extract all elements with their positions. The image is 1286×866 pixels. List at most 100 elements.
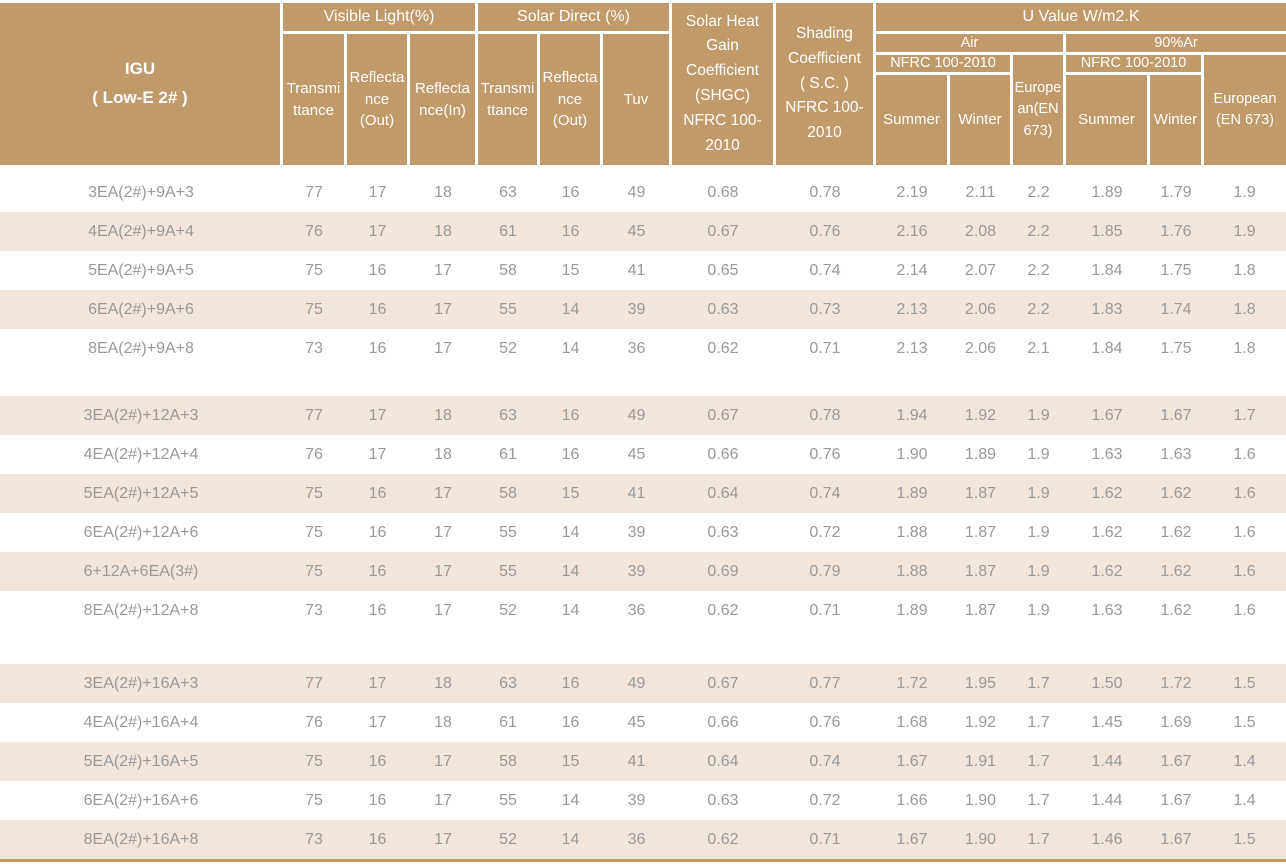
value-cell: 58 xyxy=(499,261,517,279)
value-cell: 2.11 xyxy=(965,183,996,201)
table-row: 4EA(2#)+12A+4 76 17 18 61 16 45 0.66 0.76 1.90 1.… xyxy=(0,435,1286,474)
value-cell: 1.67 xyxy=(1160,791,1192,809)
value-cell: 2.07 xyxy=(964,261,997,279)
value-cell: 0.68 xyxy=(707,183,739,201)
value-cell: 0.78 xyxy=(809,406,841,424)
value-cell: 18 xyxy=(434,406,452,424)
igu-config-label: 6EA(2#)+12A+6 xyxy=(83,523,199,541)
value-cell: 17 xyxy=(434,562,452,580)
value-cell: 16 xyxy=(368,523,387,541)
value-cell: 1.6 xyxy=(1233,523,1256,541)
value-cell: 17 xyxy=(434,791,452,809)
value-cell: 16 xyxy=(561,406,580,424)
value-cell: 1.9 xyxy=(1027,484,1050,502)
value-cell: 18 xyxy=(434,183,452,201)
table-header: IGU ( Low-E 2# ) Visible Light(%) Solar … xyxy=(0,3,1286,165)
value-cell: 2.14 xyxy=(896,261,928,279)
value-cell: 16 xyxy=(368,300,387,318)
value-cell: 1.7 xyxy=(1027,791,1050,809)
value-cell: 1.9 xyxy=(1233,222,1256,240)
value-cell: 0.63 xyxy=(707,523,739,541)
value-cell: 75 xyxy=(305,752,323,770)
value-cell: 75 xyxy=(305,791,323,809)
header-u-value: U Value W/m2.K xyxy=(876,3,1286,31)
value-cell: 0.62 xyxy=(707,601,739,619)
igu-config-label: 5EA(2#)+9A+5 xyxy=(88,261,194,279)
value-cell: 41 xyxy=(627,752,646,770)
value-cell: 1.88 xyxy=(896,523,928,541)
value-cell: 14 xyxy=(561,300,580,318)
table-row: 6EA(2#)+12A+6 75 16 17 55 14 39 0.63 0.72 1.88 1.… xyxy=(0,513,1286,552)
value-cell: 0.78 xyxy=(809,183,841,201)
value-cell: 63 xyxy=(499,183,517,201)
igu-config-label: 6EA(2#)+16A+6 xyxy=(83,791,199,809)
value-cell: 1.7 xyxy=(1027,674,1050,692)
value-cell: 61 xyxy=(499,445,517,463)
value-cell: 1.87 xyxy=(964,484,997,502)
value-cell: 0.69 xyxy=(707,562,739,580)
value-cell: 63 xyxy=(499,406,517,424)
table-bottom-border xyxy=(0,859,1286,862)
value-cell: 15 xyxy=(561,261,580,279)
value-cell: 1.6 xyxy=(1233,562,1256,580)
value-cell: 16 xyxy=(368,261,387,279)
table-row: 3EA(2#)+12A+3 77 17 18 63 16 49 0.67 0.78 1.94 1.… xyxy=(0,396,1286,435)
value-cell: 1.62 xyxy=(1091,523,1123,541)
table-row: 6EA(2#)+16A+6 75 16 17 55 14 39 0.63 0.72 1.66 1.… xyxy=(0,781,1286,820)
value-cell: 45 xyxy=(627,713,646,731)
value-cell: 1.50 xyxy=(1091,674,1123,692)
value-cell: 1.74 xyxy=(1160,300,1192,318)
value-cell: 1.90 xyxy=(964,791,997,809)
value-cell: 1.62 xyxy=(1160,523,1192,541)
value-cell: 0.67 xyxy=(707,406,739,424)
table-row: 3EA(2#)+16A+3 77 17 18 63 16 49 0.67 0.77 1.72 1.… xyxy=(0,664,1286,703)
header-winter-argon: Winter xyxy=(1150,75,1201,165)
header-nfrc-argon: NFRC 100-2010 xyxy=(1066,55,1201,72)
value-cell: 1.90 xyxy=(896,445,928,463)
group-spacer xyxy=(0,630,1286,664)
table-row: 4EA(2#)+16A+4 76 17 18 61 16 45 0.66 0.76 1.68 1.… xyxy=(0,703,1286,742)
value-cell: 52 xyxy=(499,601,517,619)
value-cell: 1.7 xyxy=(1027,752,1050,770)
value-cell: 16 xyxy=(368,562,387,580)
value-cell: 1.4 xyxy=(1233,791,1256,809)
igu-config-label: 8EA(2#)+9A+8 xyxy=(88,339,194,357)
table-row: 8EA(2#)+9A+8 73 16 17 52 14 36 0.62 0.71 2.13 2.0… xyxy=(0,329,1286,368)
value-cell: 0.63 xyxy=(707,791,739,809)
value-cell: 0.67 xyxy=(707,222,739,240)
value-cell: 1.89 xyxy=(1091,183,1123,201)
value-cell: 1.5 xyxy=(1233,713,1256,731)
value-cell: 55 xyxy=(499,523,517,541)
value-cell: 0.63 xyxy=(707,300,739,318)
value-cell: 0.71 xyxy=(809,830,841,848)
value-cell: 1.75 xyxy=(1160,339,1192,357)
value-cell: 73 xyxy=(305,339,323,357)
value-cell: 0.66 xyxy=(707,713,739,731)
value-cell: 14 xyxy=(561,339,580,357)
igu-config-label: 8EA(2#)+16A+8 xyxy=(83,830,199,848)
value-cell: 1.69 xyxy=(1160,713,1192,731)
value-cell: 1.90 xyxy=(964,830,997,848)
value-cell: 2.19 xyxy=(896,183,928,201)
value-cell: 0.72 xyxy=(809,791,841,809)
value-cell: 55 xyxy=(499,300,517,318)
igu-config-label: 6+12A+6EA(3#) xyxy=(83,562,199,580)
value-cell: 17 xyxy=(434,261,452,279)
value-cell: 76 xyxy=(305,445,323,463)
value-cell: 16 xyxy=(368,484,387,502)
value-cell: 49 xyxy=(627,183,646,201)
value-cell: 1.8 xyxy=(1233,300,1256,318)
value-cell: 1.46 xyxy=(1091,830,1123,848)
value-cell: 0.76 xyxy=(809,445,841,463)
igu-config-label: 4EA(2#)+9A+4 xyxy=(88,222,194,240)
value-cell: 16 xyxy=(561,713,580,731)
value-cell: 18 xyxy=(434,445,452,463)
value-cell: 75 xyxy=(305,523,323,541)
value-cell: 1.67 xyxy=(1160,752,1192,770)
value-cell: 2.06 xyxy=(964,300,997,318)
value-cell: 1.75 xyxy=(1160,261,1192,279)
value-cell: 1.8 xyxy=(1233,261,1256,279)
value-cell: 0.64 xyxy=(707,484,739,502)
value-cell: 1.83 xyxy=(1091,300,1123,318)
